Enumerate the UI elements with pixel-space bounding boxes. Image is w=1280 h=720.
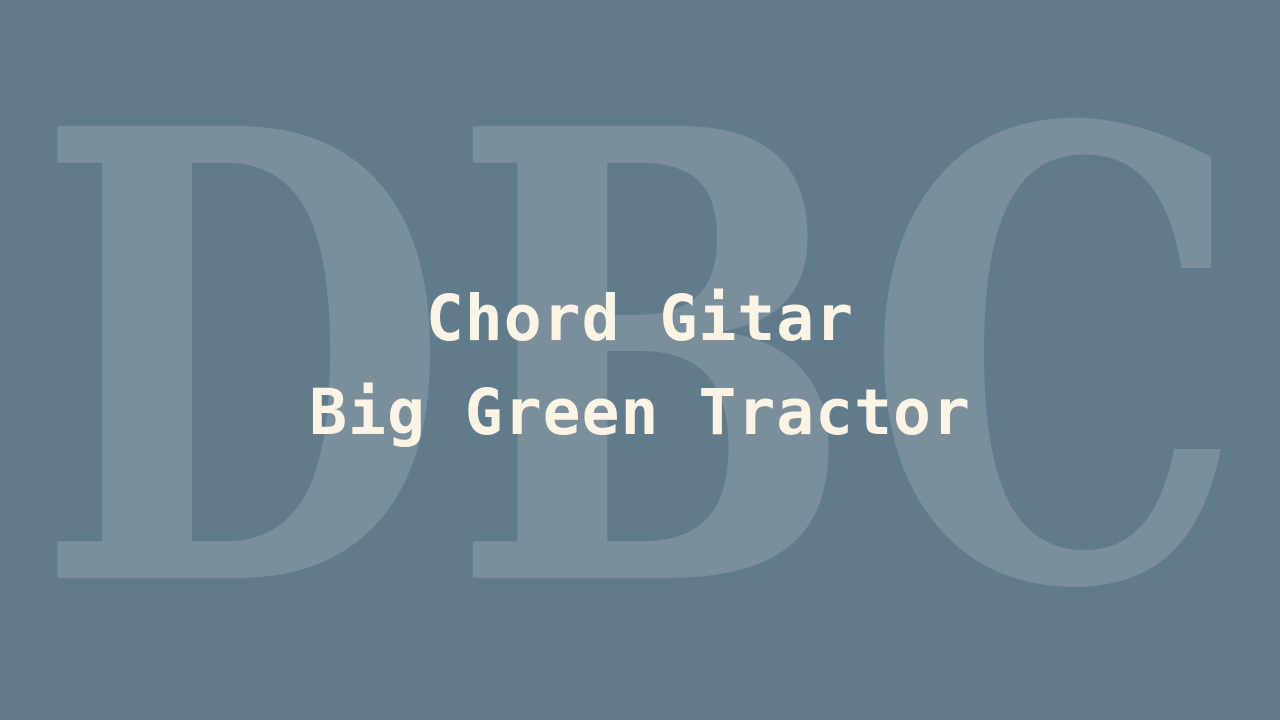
title-line-1: Chord Gitar — [425, 282, 855, 355]
watermark-letters: DBC — [35, 0, 1245, 720]
title-line-2: Big Green Tractor — [309, 376, 971, 449]
title-block: Chord Gitar Big Green Tractor — [0, 272, 1280, 460]
